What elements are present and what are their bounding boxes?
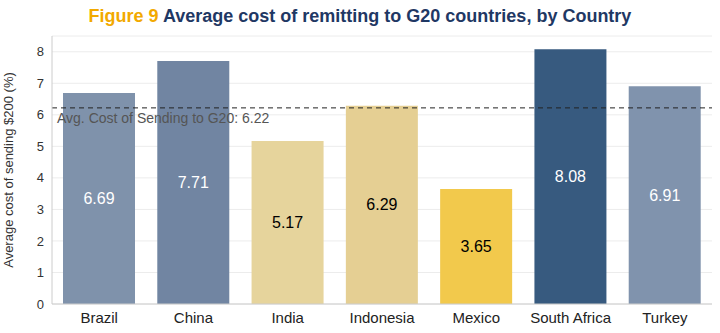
svg-text:6.91: 6.91	[649, 187, 680, 204]
svg-text:Turkey: Turkey	[642, 309, 688, 326]
svg-text:8: 8	[37, 44, 44, 59]
svg-text:7.71: 7.71	[178, 174, 209, 191]
svg-text:7: 7	[37, 76, 44, 91]
svg-text:Indonesia: Indonesia	[349, 309, 415, 326]
svg-text:8.08: 8.08	[555, 168, 586, 185]
svg-text:3.65: 3.65	[461, 238, 492, 255]
svg-text:China: China	[174, 309, 214, 326]
svg-text:0: 0	[37, 297, 44, 312]
svg-text:India: India	[271, 309, 304, 326]
svg-text:4: 4	[37, 170, 44, 185]
svg-text:Avg. Cost of Sending to G20: 6: Avg. Cost of Sending to G20: 6.22	[57, 110, 269, 126]
svg-text:Mexico: Mexico	[453, 309, 501, 326]
svg-text:Average cost of sending $200 (: Average cost of sending $200 (%)	[8, 72, 16, 268]
html-text:Figure 9 Average cost of remit: Figure 9 Average cost of remitting to G2…	[88, 6, 632, 26]
svg-text:Brazil: Brazil	[80, 309, 118, 326]
svg-text:3: 3	[37, 202, 44, 217]
svg-text:2: 2	[37, 234, 44, 249]
svg-text:6.29: 6.29	[366, 196, 397, 213]
svg-text:South Africa: South Africa	[530, 309, 612, 326]
svg-text:5: 5	[37, 139, 44, 154]
svg-text:5.17: 5.17	[272, 214, 303, 231]
svg-text:6: 6	[37, 107, 44, 122]
svg-text:1: 1	[37, 265, 44, 280]
svg-text:6.69: 6.69	[83, 190, 114, 207]
